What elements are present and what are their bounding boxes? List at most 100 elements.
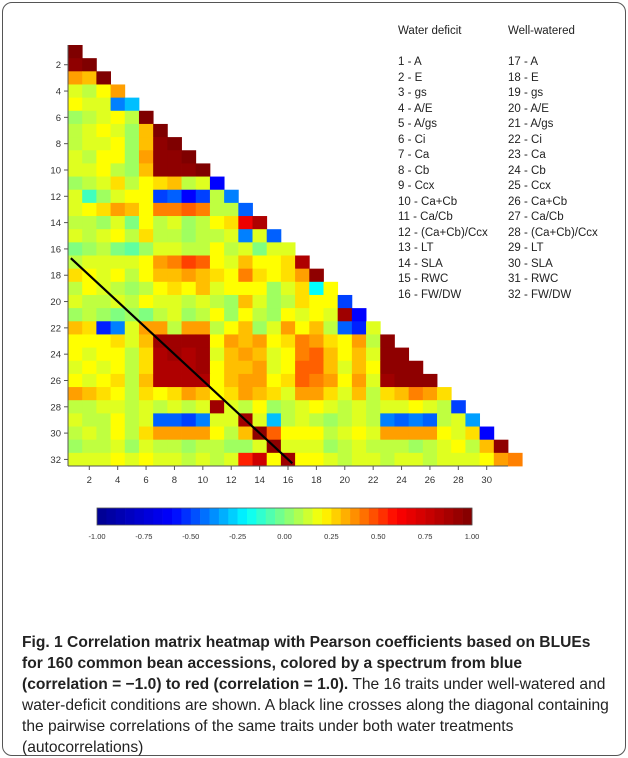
heatmap-cell — [153, 439, 168, 454]
heatmap-cell — [351, 426, 367, 441]
heatmap-cell — [224, 321, 239, 335]
figure-caption: Fig. 1 Correlation matrix heatmap with P… — [22, 632, 612, 758]
heatmap-cell — [280, 373, 296, 388]
heatmap-cell — [68, 321, 83, 335]
heatmap-cell — [266, 255, 282, 270]
heatmap-cell — [167, 360, 182, 375]
heatmap-cell — [252, 216, 268, 230]
heatmap-cell — [138, 202, 154, 217]
colorbar-swatch — [275, 508, 285, 525]
heatmap-cell — [110, 137, 126, 151]
heatmap-cell — [181, 334, 197, 348]
heatmap-cell — [82, 242, 97, 256]
heatmap-cell — [195, 426, 211, 441]
heatmap-cell — [138, 308, 154, 322]
heatmap-cell — [68, 413, 83, 427]
heatmap-cell — [82, 308, 97, 322]
heatmap-cell — [337, 387, 353, 401]
heatmap-cell — [209, 452, 225, 467]
heatmap-cell — [309, 294, 324, 309]
heatmap-cell — [323, 413, 339, 427]
heatmap-cell — [394, 360, 410, 375]
legend-item: 19 - gs — [508, 87, 544, 99]
legend-item: 15 - RWC — [398, 273, 449, 285]
heatmap-cell — [380, 413, 395, 427]
heatmap-cell — [366, 321, 381, 335]
heatmap-cell — [394, 439, 410, 454]
heatmap-cell — [153, 360, 168, 375]
x-tick-label: 14 — [254, 475, 265, 486]
heatmap-cell — [110, 439, 126, 454]
heatmap-cell — [209, 360, 225, 375]
y-tick-label: 16 — [50, 244, 61, 255]
heatmap-cell — [181, 373, 197, 388]
heatmap-cell — [138, 137, 154, 151]
heatmap-cell — [323, 373, 339, 388]
colorbar-tick-label: 0.00 — [277, 532, 292, 541]
heatmap-cell — [124, 202, 140, 217]
colorbar-swatch — [134, 508, 145, 525]
heatmap-cell — [266, 373, 282, 388]
heatmap-cell — [295, 255, 310, 270]
heatmap-cell — [224, 387, 239, 401]
heatmap-cell — [68, 176, 83, 191]
legend-item: 17 - A — [508, 56, 539, 68]
autocorrelation-diagonal-line — [70, 257, 294, 465]
heatmap-cell — [124, 268, 140, 283]
heatmap-cell — [82, 202, 97, 217]
heatmap-cell — [195, 281, 211, 296]
caption-body: The 16 traits under well-watered and wat… — [22, 676, 609, 756]
heatmap-cell — [68, 58, 83, 72]
heatmap-cell — [68, 84, 83, 99]
heatmap-cell — [209, 373, 225, 388]
heatmap-cell — [380, 426, 395, 441]
heatmap-cell — [181, 163, 197, 177]
heatmap-cell — [124, 439, 140, 454]
heatmap-cell — [209, 202, 225, 217]
heatmap-cell — [153, 242, 168, 256]
heatmap-cell — [124, 97, 140, 112]
heatmap-cell — [252, 321, 268, 335]
heatmap-cell — [437, 400, 452, 414]
heatmap-cell — [68, 373, 83, 388]
heatmap-cell — [96, 268, 111, 283]
heatmap-cell — [451, 426, 466, 441]
heatmap-cell — [408, 400, 424, 414]
heatmap-cell — [380, 347, 395, 362]
heatmap-cell — [465, 413, 481, 427]
heatmap-cell — [508, 452, 523, 467]
heatmap-cell — [167, 294, 182, 309]
heatmap-cell — [437, 387, 452, 401]
heatmap-cell — [181, 426, 197, 441]
colorbar-swatch — [256, 508, 267, 525]
heatmap-cell — [351, 334, 367, 348]
legend-item: 2 - E — [398, 71, 423, 84]
heatmap-cell — [153, 189, 168, 204]
heatmap-cell — [153, 308, 168, 322]
heatmap-cell — [195, 347, 211, 362]
heatmap-cell — [96, 123, 111, 138]
heatmap-cell — [124, 216, 140, 230]
heatmap-cell — [167, 400, 182, 414]
legend-item: 10 - Ca+Cb — [398, 195, 458, 208]
heatmap-cell — [124, 452, 140, 467]
heatmap-cell — [110, 216, 126, 230]
heatmap-cell — [82, 71, 97, 85]
heatmap-cell — [224, 373, 239, 388]
heatmap-cell — [82, 439, 97, 454]
heatmap-cell — [280, 413, 296, 427]
heatmap-cell — [224, 216, 239, 230]
legend-item: 26 - Ca+Cb — [508, 195, 568, 208]
heatmap-cell — [68, 216, 83, 230]
heatmap-cell — [295, 452, 310, 467]
heatmap-cell — [209, 268, 225, 283]
heatmap-cell — [209, 400, 225, 414]
heatmap-cell — [124, 189, 140, 204]
heatmap-cell — [309, 281, 324, 296]
heatmap-cell — [195, 294, 211, 309]
heatmap-cell — [110, 268, 126, 283]
heatmap-cell — [124, 426, 140, 441]
heatmap-cell — [224, 452, 239, 467]
heatmap-cell — [124, 137, 140, 151]
legend-item: 1 - A — [398, 56, 422, 68]
